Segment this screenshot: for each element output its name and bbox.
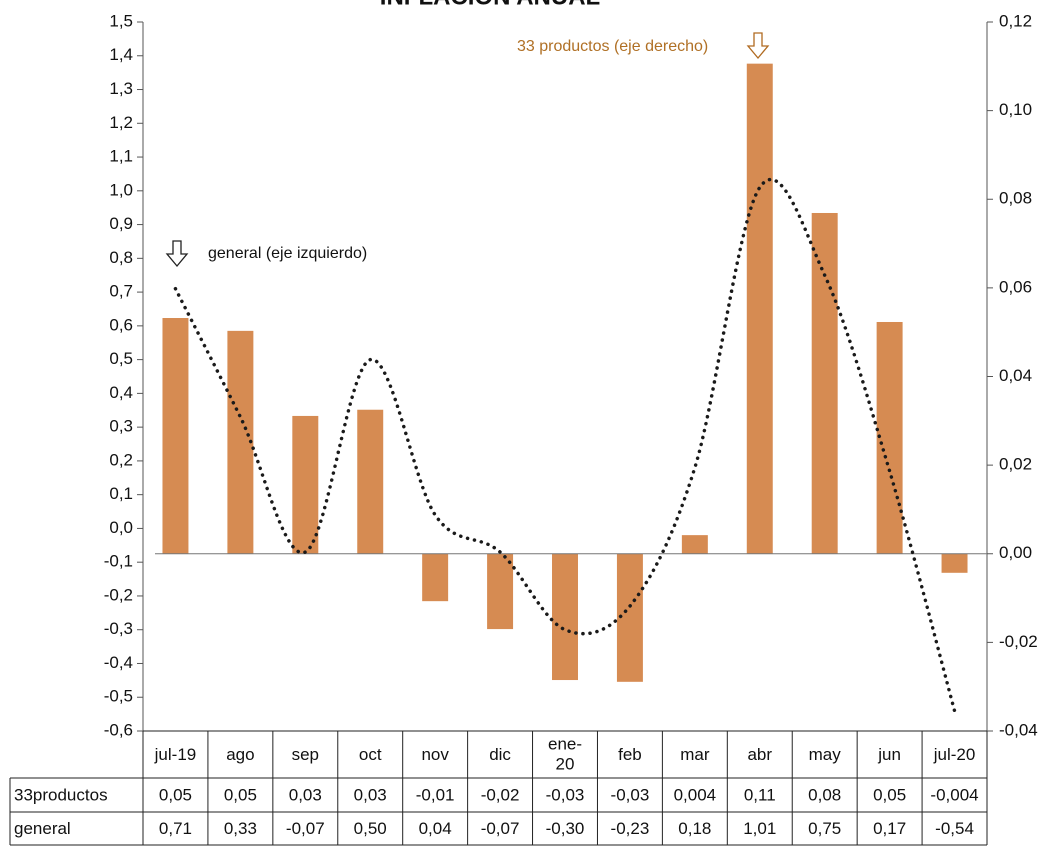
- table-cell: -0,30: [546, 819, 585, 838]
- y-tick-label: -0,4: [104, 653, 133, 672]
- x-tick-label: dic: [489, 745, 511, 764]
- table-cell: 0,18: [678, 819, 711, 838]
- table-cell: 0,11: [744, 785, 776, 804]
- y-tick-label: 0,4: [109, 383, 133, 402]
- bar: [487, 553, 514, 630]
- bar: [552, 553, 578, 681]
- y2-tick-label: 0,02: [999, 455, 1032, 474]
- y2-tick-label: -0,04: [999, 720, 1038, 739]
- bar: [227, 330, 254, 554]
- x-tick-label: oct: [359, 745, 382, 764]
- table-cell: -0,03: [546, 785, 585, 804]
- table-cell: -0,004: [930, 785, 978, 804]
- table-cell: -0,02: [481, 785, 520, 804]
- table-cell: 0,71: [159, 819, 192, 838]
- table-row-label: general: [14, 819, 71, 838]
- x-tick-label: sep: [292, 745, 319, 764]
- table-cell: 1,01: [743, 819, 776, 838]
- y-tick-label: 0,1: [109, 484, 133, 503]
- bar: [681, 535, 708, 554]
- table-cell: -0,01: [416, 785, 455, 804]
- y-tick-label: 1,2: [109, 113, 133, 132]
- y2-tick-label: 0,08: [999, 189, 1032, 208]
- y2-tick-label: 0,12: [999, 11, 1032, 30]
- arrow-icon: [746, 32, 770, 60]
- bar: [746, 63, 773, 554]
- table-cell: -0,54: [935, 819, 974, 838]
- x-tick-label: mar: [680, 745, 710, 764]
- y-tick-label: 0,3: [109, 417, 133, 436]
- chart-title: INFLACIÓN ANUAL: [380, 0, 600, 10]
- y-tick-label: 1,5: [109, 11, 133, 30]
- y-tick-label: 1,4: [109, 45, 133, 64]
- bar: [876, 321, 903, 554]
- table-cell: 0,33: [224, 819, 257, 838]
- table-cell: 0,03: [289, 785, 322, 804]
- bar: [162, 318, 189, 554]
- y-tick-label: -0,3: [104, 619, 133, 638]
- table-cell: 0,17: [873, 819, 906, 838]
- table-cell: 0,03: [354, 785, 387, 804]
- table-cell: 0,75: [808, 819, 841, 838]
- bar: [422, 553, 449, 602]
- table-cell: 0,004: [674, 785, 717, 804]
- table-cell: 0,08: [808, 785, 841, 804]
- bar: [941, 553, 968, 573]
- x-tick-label: jul-20: [933, 745, 976, 764]
- y-tick-label: 0,6: [109, 315, 133, 334]
- arrow-icon: [165, 240, 189, 268]
- y-tick-label: 0,5: [109, 349, 133, 368]
- x-tick-label: ago: [226, 745, 254, 764]
- y-tick-label: 1,1: [109, 147, 133, 166]
- bar: [292, 415, 319, 554]
- x-tick-label: abr: [747, 745, 772, 764]
- y2-tick-label: 0,06: [999, 277, 1032, 296]
- line: [173, 177, 957, 713]
- table-row-label: 33productos: [14, 785, 108, 804]
- y-tick-label: 0,2: [109, 450, 133, 469]
- table-cell: -0,07: [481, 819, 520, 838]
- annotation: general (eje izquierdo): [208, 245, 367, 262]
- y-tick-label: -0,1: [104, 552, 133, 571]
- table-cell: -0,03: [611, 785, 650, 804]
- y-tick-label: 0,9: [109, 214, 133, 233]
- x-tick-label: nov: [421, 745, 449, 764]
- y-tick-label: -0,6: [104, 720, 133, 739]
- table-cell: 0,04: [419, 819, 452, 838]
- table-cell: -0,07: [286, 819, 325, 838]
- y-tick-label: 0,0: [109, 518, 133, 537]
- y-tick-label: -0,2: [104, 585, 133, 604]
- table-cell: 0,05: [159, 785, 192, 804]
- table-cell: 0,05: [224, 785, 257, 804]
- bar: [357, 409, 384, 554]
- y2-tick-label: -0,02: [999, 632, 1038, 651]
- y-tick-label: 1,3: [109, 79, 133, 98]
- table-cell: 0,50: [354, 819, 387, 838]
- x-tick-label: jul-19: [154, 745, 197, 764]
- table-cell: 0,05: [873, 785, 906, 804]
- y2-tick-label: 0,10: [999, 100, 1032, 119]
- y-tick-label: -0,5: [104, 687, 133, 706]
- y2-tick-label: 0,04: [999, 366, 1032, 385]
- x-tick-label: may: [809, 745, 842, 764]
- y-tick-label: 1,0: [109, 180, 133, 199]
- annotation: 33 productos (eje derecho): [517, 38, 708, 55]
- x-tick-label: feb: [618, 745, 642, 764]
- y-tick-label: 0,8: [109, 248, 133, 267]
- x-tick-label: jun: [877, 745, 901, 764]
- bar: [811, 212, 838, 554]
- x-tick-label: ene-20: [548, 735, 582, 774]
- table-cell: -0,23: [611, 819, 650, 838]
- y-tick-label: 0,7: [109, 282, 133, 301]
- y2-tick-label: 0,00: [999, 543, 1032, 562]
